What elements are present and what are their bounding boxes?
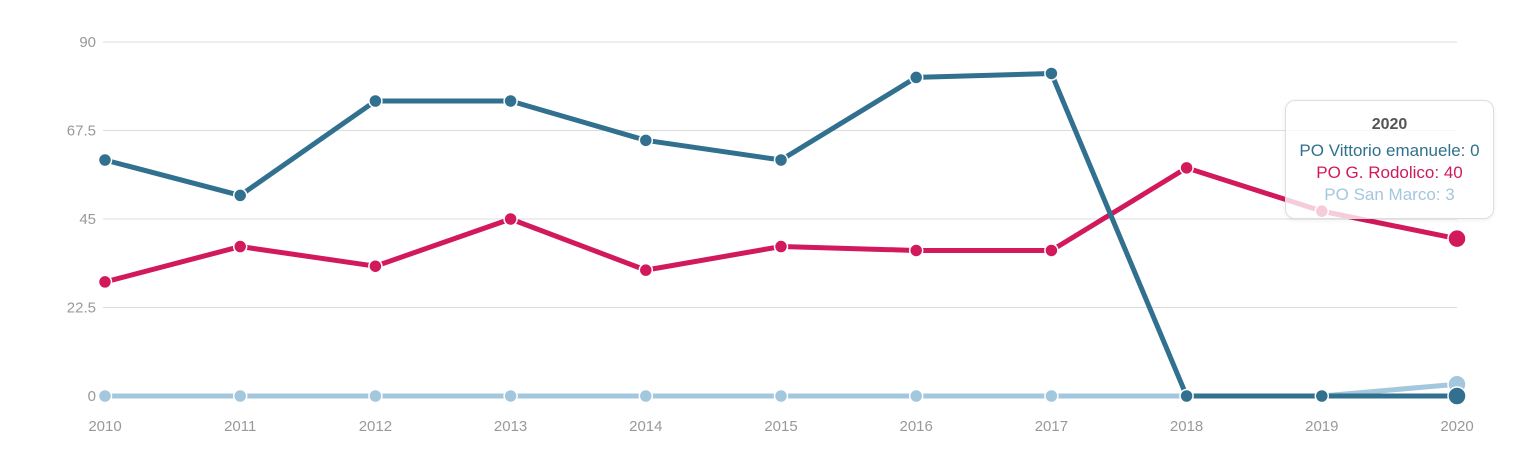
data-point-po-g-rodolico[interactable] (908, 243, 924, 258)
data-point-po-g-rodolico[interactable] (97, 274, 113, 290)
data-point-po-san-marco[interactable] (232, 388, 248, 404)
x-axis-tick-label: 2016 (900, 418, 933, 435)
x-axis-tick-label: 2013 (494, 418, 527, 435)
data-point-po-san-marco[interactable] (368, 388, 383, 404)
x-axis-tick-label: 2015 (764, 418, 797, 435)
data-point-po-g-rodolico[interactable] (773, 239, 789, 254)
data-point-po-san-marco[interactable] (97, 388, 113, 404)
series-line-po-vittorio-emanuele (102, 70, 1460, 399)
data-point-po-vittorio-emanuele[interactable] (503, 93, 518, 109)
data-point-po-g-rodolico[interactable] (1044, 243, 1059, 258)
tooltip-row: PO San Marco: 3 (1324, 185, 1455, 204)
data-point-po-san-marco[interactable] (1044, 388, 1059, 404)
tooltip: 2020 PO Vittorio emanuele: 0 PO G. Rodoli… (1285, 100, 1494, 219)
data-point-po-g-rodolico[interactable] (1179, 160, 1194, 176)
y-axis-tick-label: 0 (88, 388, 96, 405)
series-po-vittorio-emanuele (97, 66, 1467, 406)
data-point-po-g-rodolico[interactable] (368, 258, 383, 274)
x-axis-labels-layer: 2010 2011 2012 2013 2014 2015 2016 2017 2018 2019… (88, 418, 1473, 435)
tooltip-row: PO Vittorio emanuele: 0 (1299, 141, 1480, 160)
x-axis-tick-label: 2018 (1170, 418, 1203, 435)
tooltip-row: PO G. Rodolico: 40 (1316, 163, 1463, 182)
data-point-po-vittorio-emanuele[interactable] (1044, 66, 1059, 81)
data-point-po-vittorio-emanuele[interactable] (368, 93, 383, 109)
x-axis-tick-label: 2014 (629, 418, 662, 435)
series-layer (97, 66, 1467, 406)
data-point-po-san-marco[interactable] (638, 388, 654, 404)
data-point-po-g-rodolico[interactable] (638, 262, 654, 278)
series-po-g-rodolico (97, 160, 1467, 290)
x-axis-tick-label: 2019 (1305, 418, 1338, 435)
data-point-po-vittorio-emanuele[interactable] (908, 70, 924, 85)
tooltip-title: 2020 (1371, 116, 1408, 133)
y-axis-tick-label: 67.5 (67, 123, 96, 140)
data-point-po-g-rodolico[interactable] (503, 211, 518, 227)
series-line-po-g-rodolico (102, 165, 1460, 285)
data-point-po-vittorio-emanuele[interactable] (97, 152, 113, 168)
highlighted-data-point-po-g-rodolico[interactable] (1447, 228, 1467, 249)
gridlines-layer: 90 67.5 45 22.5 0 (67, 34, 1457, 405)
highlighted-data-point-po-vittorio-emanuele[interactable] (1447, 386, 1467, 406)
x-axis-tick-label: 2017 (1035, 418, 1068, 435)
data-point-po-vittorio-emanuele[interactable] (232, 188, 248, 203)
data-point-po-vittorio-emanuele[interactable] (773, 152, 789, 168)
data-point-po-vittorio-emanuele[interactable] (1314, 388, 1330, 404)
x-axis-tick-label: 2010 (88, 418, 121, 435)
y-axis-tick-label: 90 (79, 34, 96, 51)
x-axis-tick-label: 2012 (359, 418, 392, 435)
tooltip-rows: PO Vittorio emanuele: 0 PO G. Rodolico: 4… (1296, 140, 1483, 206)
x-axis-tick-label: 2011 (224, 418, 256, 435)
data-point-po-san-marco[interactable] (908, 388, 924, 404)
data-point-po-vittorio-emanuele[interactable] (1179, 388, 1194, 404)
data-point-po-san-marco[interactable] (773, 388, 789, 404)
data-point-po-vittorio-emanuele[interactable] (638, 133, 654, 148)
data-point-po-san-marco[interactable] (503, 388, 518, 404)
x-axis-tick-label: 2020 (1440, 418, 1473, 435)
data-point-po-g-rodolico[interactable] (232, 239, 248, 254)
y-axis-tick-label: 45 (79, 211, 96, 228)
y-axis-tick-label: 22.5 (67, 300, 96, 317)
